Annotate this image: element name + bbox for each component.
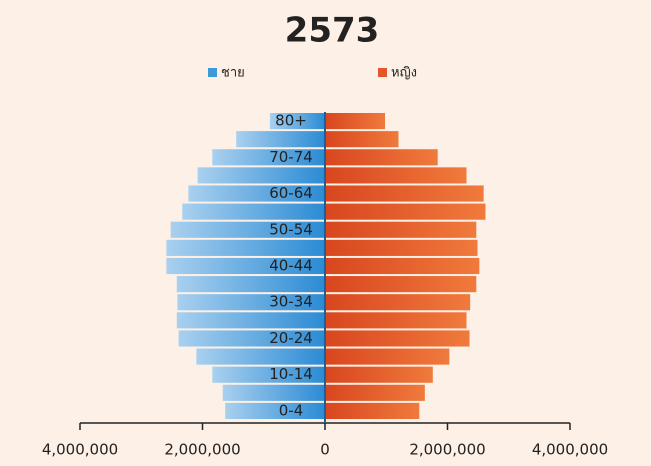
bar: [325, 294, 471, 311]
bar: [325, 402, 420, 419]
bar: [212, 149, 325, 166]
bar: [325, 384, 425, 401]
y-tick-label: 60-64: [269, 184, 313, 202]
y-tick-label: 30-34: [269, 293, 313, 311]
bar: [325, 149, 438, 166]
bar: [325, 167, 467, 184]
legend-swatch: [378, 68, 387, 77]
bar: [325, 312, 467, 329]
bar: [166, 257, 325, 275]
bar: [325, 276, 477, 293]
bar: [212, 366, 325, 383]
legend-label: ชาย: [221, 66, 245, 81]
y-tick-label: 50-54: [269, 220, 313, 238]
bar: [269, 113, 325, 130]
y-tick-label: 40-44: [269, 257, 313, 275]
y-tick-label: 70-74: [269, 148, 313, 166]
y-tick-label: 10-14: [269, 365, 313, 383]
y-tick-label: 80+: [275, 112, 307, 130]
bar: [325, 185, 484, 202]
bar: [325, 131, 399, 148]
bar: [222, 384, 325, 401]
x-tick-label: 4,000,000: [42, 441, 118, 459]
bar: [197, 167, 325, 184]
bar: [325, 203, 486, 220]
bar: [178, 330, 325, 347]
x-tick-label: 4,000,000: [532, 441, 608, 459]
bar: [325, 257, 480, 275]
bar: [236, 131, 325, 148]
bar: [225, 402, 325, 419]
bar: [188, 185, 325, 202]
bar: [325, 221, 477, 238]
legend-label: หญิง: [391, 66, 417, 81]
bar: [325, 330, 470, 347]
bar: [177, 294, 325, 311]
bar: [325, 113, 386, 130]
bar: [325, 348, 450, 365]
bar: [166, 239, 325, 256]
bar: [176, 312, 325, 329]
bar: [325, 366, 433, 383]
bar: [182, 203, 325, 220]
x-tick-label: 0: [320, 441, 330, 459]
bar: [176, 276, 325, 293]
bar: [325, 239, 478, 256]
x-tick-label: 2,000,000: [409, 441, 485, 459]
chart-title: 2573: [285, 11, 380, 51]
y-tick-label: 0-4: [279, 401, 304, 419]
bar: [170, 221, 325, 238]
x-tick-label: 2,000,000: [164, 441, 240, 459]
legend-swatch: [208, 68, 217, 77]
y-tick-label: 20-24: [269, 329, 313, 347]
bar: [196, 348, 325, 365]
